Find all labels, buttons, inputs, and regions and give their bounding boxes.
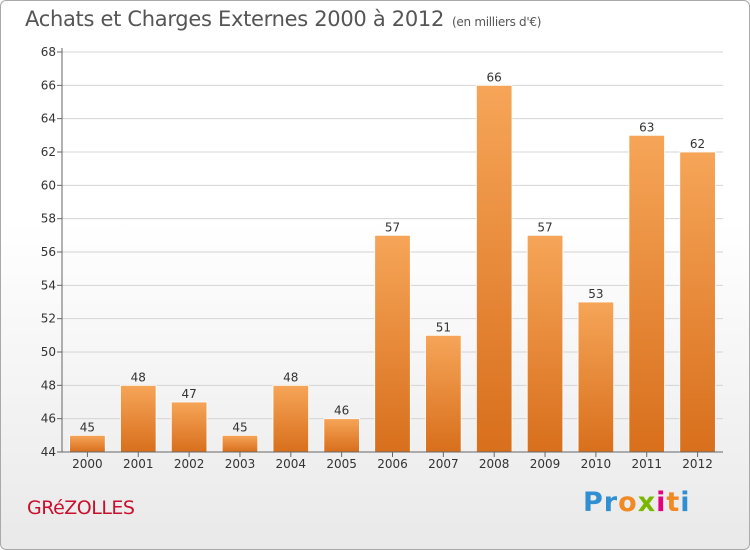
bar-2012 xyxy=(679,151,716,453)
logo-letter: r xyxy=(603,487,619,518)
y-tick-label: 44 xyxy=(41,445,56,459)
axis-layer: 44 46 48 50 52 54 56 58 60 62 64 66 68 2000 2001 2002 20… xyxy=(41,45,723,471)
data-label-2006: 57 xyxy=(385,220,400,234)
data-label-2000: 45 xyxy=(80,420,95,434)
logo-letter: x xyxy=(637,487,657,518)
data-label-2007: 51 xyxy=(436,320,451,334)
data-label-2004: 48 xyxy=(283,370,298,384)
bar-2002 xyxy=(170,401,208,453)
bar-2005 xyxy=(323,418,360,453)
chart-title: Achats et Charges Externes 2000 à 2012 (e… xyxy=(25,7,541,31)
y-tick-label: 58 xyxy=(41,212,56,226)
y-tick-label: 46 xyxy=(41,412,56,426)
data-label-2010: 53 xyxy=(588,287,603,301)
data-label-2009: 57 xyxy=(537,220,552,234)
logo-letter: P xyxy=(583,487,604,518)
x-tick-label-2003: 2003 xyxy=(225,457,256,471)
data-label-2003: 45 xyxy=(232,420,247,434)
y-tick-label: 56 xyxy=(41,245,56,259)
y-tick-label: 54 xyxy=(41,278,56,292)
x-tick-label-2009: 2009 xyxy=(530,457,561,471)
y-tick-label: 62 xyxy=(41,145,56,159)
bar-layer: 45 48 47 45 48 46 57 51 66 57 53 63 62 xyxy=(69,70,716,453)
data-label-2008: 66 xyxy=(487,70,502,84)
chart-subtitle: (en milliers d'€) xyxy=(452,15,542,29)
bar-2009 xyxy=(526,234,564,453)
x-tick-label-2011: 2011 xyxy=(631,457,662,471)
bar-2008 xyxy=(475,84,513,453)
data-label-2001: 48 xyxy=(131,370,146,384)
logo-letter: i xyxy=(656,487,667,518)
logo-letter: t xyxy=(666,487,681,518)
logo-letter: o xyxy=(618,487,638,518)
y-tick-label: 66 xyxy=(41,78,56,92)
y-tick-label: 60 xyxy=(41,178,56,192)
commune-name: GRéZOLLES xyxy=(27,497,135,519)
y-tick-label: 48 xyxy=(41,378,56,392)
x-tick-label-2007: 2007 xyxy=(428,457,459,471)
data-label-2002: 47 xyxy=(181,387,196,401)
bar-2006 xyxy=(374,234,411,453)
x-tick-label-2006: 2006 xyxy=(377,457,408,471)
x-tick-label-2001: 2001 xyxy=(123,457,154,471)
x-tick-label-2000: 2000 xyxy=(72,457,103,471)
bar-2001 xyxy=(120,384,157,453)
x-tick-label-2008: 2008 xyxy=(479,457,510,471)
x-tick-label-2004: 2004 xyxy=(276,457,307,471)
bar-2000 xyxy=(69,434,106,453)
bar-2003 xyxy=(221,434,259,453)
y-tick-label: 64 xyxy=(41,112,56,126)
chart-title-text: Achats et Charges Externes 2000 à 2012 xyxy=(25,7,445,31)
bar-2004 xyxy=(272,384,310,453)
y-tick-label: 50 xyxy=(41,345,56,359)
x-tick-label-2005: 2005 xyxy=(326,457,357,471)
logo-letter: i xyxy=(680,487,691,518)
data-label-2012: 62 xyxy=(690,137,705,151)
y-tick-label: 68 xyxy=(41,45,56,59)
bar-2007 xyxy=(425,334,462,453)
data-label-2011: 63 xyxy=(639,120,654,134)
data-label-2005: 46 xyxy=(334,404,349,418)
x-tick-label-2002: 2002 xyxy=(174,457,205,471)
bar-2011 xyxy=(628,134,665,453)
proxiti-logo: Proxiti xyxy=(583,487,691,518)
x-tick-label-2012: 2012 xyxy=(682,457,713,471)
x-tick-label-2010: 2010 xyxy=(581,457,612,471)
y-tick-label: 52 xyxy=(41,312,56,326)
bar-2010 xyxy=(577,301,615,453)
